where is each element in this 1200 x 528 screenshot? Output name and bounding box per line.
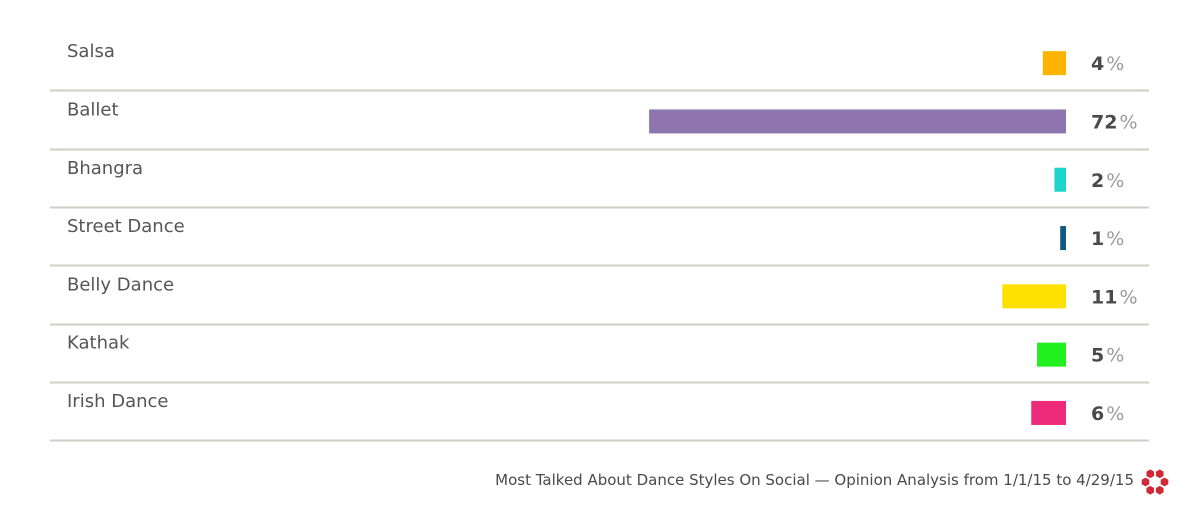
category-label: Ballet [67, 99, 119, 120]
bar [1037, 342, 1066, 367]
value-label: 2% [1091, 170, 1124, 192]
chart-row: Street Dance 1% [50, 216, 1149, 267]
red-flower-logo-icon [1141, 469, 1169, 495]
chart-row: Belly Dance 11% [50, 274, 1149, 326]
chart-row: Bhangra 2% [50, 158, 1149, 209]
chart-rows: Salsa 4 % Ballet 72 % Bhangra 2 % Street Dance 1 % B… [50, 41, 1149, 442]
value-label: 11% [1091, 286, 1138, 308]
category-label: Salsa [67, 41, 115, 62]
bar [1042, 51, 1066, 76]
chart-row: Salsa 4% [50, 41, 1149, 92]
chart-row: Ballet 72% [50, 99, 1149, 151]
chart-row: Kathak 5% [50, 333, 1149, 384]
value-label: 1% [1091, 228, 1124, 250]
bar [1031, 400, 1066, 425]
bar [1002, 284, 1066, 309]
category-label: Irish Dance [67, 391, 169, 412]
category-label: Street Dance [67, 216, 185, 237]
value-label: 5% [1091, 345, 1124, 367]
chart-row: Irish Dance 6% [50, 391, 1149, 442]
category-label: Bhangra [67, 158, 143, 179]
bar-chart: Salsa 4 % Ballet 72 % Bhangra 2 % Street Dance 1 % B… [50, 41, 1149, 442]
value-label: 6% [1091, 403, 1124, 425]
value-label: 4% [1091, 53, 1124, 75]
value-label: 72% [1091, 111, 1138, 133]
chart-caption: Most Talked About Dance Styles On Social… [495, 471, 1134, 489]
bar [1054, 167, 1066, 192]
bar [649, 109, 1066, 134]
category-label: Belly Dance [67, 274, 174, 295]
bar [1060, 226, 1066, 251]
category-label: Kathak [67, 333, 130, 354]
